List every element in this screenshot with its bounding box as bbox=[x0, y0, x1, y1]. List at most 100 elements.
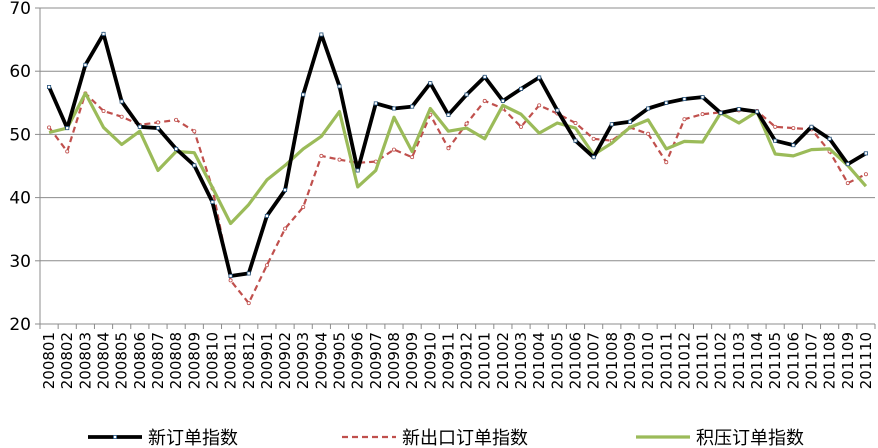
data-point bbox=[446, 146, 451, 151]
data-point bbox=[373, 101, 378, 106]
data-point bbox=[192, 163, 197, 168]
data-point bbox=[192, 129, 197, 134]
data-point bbox=[246, 271, 251, 276]
data-point bbox=[827, 136, 832, 141]
x-tick-label: 200906 bbox=[349, 332, 367, 389]
data-point bbox=[773, 124, 778, 129]
x-tick-label: 200808 bbox=[167, 332, 185, 389]
data-point bbox=[791, 126, 796, 131]
x-tick-label: 200901 bbox=[258, 332, 276, 389]
x-tick-label: 200903 bbox=[294, 332, 312, 389]
data-point bbox=[519, 86, 524, 91]
x-tick-label: 200811 bbox=[222, 332, 240, 389]
legend: 新订单指数 新出口订单指数 积压订单指数 bbox=[88, 428, 804, 448]
y-tick-label: 60 bbox=[9, 62, 31, 82]
data-point bbox=[845, 162, 850, 167]
x-tick-label: 200908 bbox=[385, 332, 403, 389]
data-point bbox=[428, 81, 433, 86]
data-point bbox=[119, 114, 124, 119]
data-point bbox=[47, 85, 52, 90]
data-point bbox=[319, 153, 324, 158]
data-point bbox=[155, 120, 160, 125]
data-point bbox=[391, 106, 396, 111]
data-point bbox=[301, 205, 306, 210]
x-tick-label: 200907 bbox=[367, 332, 385, 389]
x-tick-label: 201001 bbox=[476, 332, 494, 389]
x-tick-label: 201108 bbox=[821, 332, 839, 389]
x-tick-label: 201010 bbox=[639, 332, 657, 389]
x-tick-label: 201012 bbox=[675, 332, 693, 389]
x-tick-label: 201102 bbox=[712, 332, 730, 389]
data-point bbox=[228, 278, 233, 283]
data-point bbox=[809, 124, 814, 129]
data-point bbox=[845, 181, 850, 186]
data-point bbox=[155, 126, 160, 131]
x-tick-label: 200809 bbox=[185, 332, 203, 389]
data-point bbox=[174, 146, 179, 151]
x-tick-label: 201007 bbox=[585, 332, 603, 389]
data-point bbox=[519, 124, 524, 129]
data-point bbox=[337, 157, 342, 162]
data-point bbox=[137, 124, 142, 129]
data-point bbox=[591, 155, 596, 160]
y-tick-label: 50 bbox=[9, 125, 31, 145]
series-line-1 bbox=[48, 92, 867, 305]
data-point bbox=[464, 121, 469, 126]
y-tick-label: 40 bbox=[9, 189, 31, 209]
series-line-2 bbox=[48, 91, 868, 226]
data-point bbox=[718, 110, 723, 115]
data-point bbox=[283, 226, 288, 231]
data-point bbox=[65, 149, 70, 154]
x-tick-label: 201106 bbox=[784, 332, 802, 389]
data-point bbox=[646, 106, 651, 111]
data-point bbox=[646, 131, 651, 136]
data-point bbox=[283, 188, 288, 193]
legend-marker bbox=[113, 434, 118, 439]
gridlines bbox=[40, 7, 875, 325]
series-lines bbox=[47, 31, 868, 306]
x-tick-label: 201002 bbox=[494, 332, 512, 389]
x-tick-label: 200909 bbox=[403, 332, 421, 389]
data-point bbox=[627, 119, 632, 124]
data-point bbox=[264, 263, 269, 268]
data-point bbox=[174, 117, 179, 122]
x-tick-label: 201008 bbox=[603, 332, 621, 389]
x-tick-label: 201105 bbox=[766, 332, 784, 389]
legend-label-2: 积压订单指数 bbox=[696, 428, 804, 448]
x-tick-label: 200904 bbox=[312, 332, 330, 389]
data-point bbox=[700, 112, 705, 117]
data-point bbox=[664, 100, 669, 105]
data-point bbox=[319, 32, 324, 37]
x-tick-label: 200801 bbox=[40, 332, 58, 389]
x-tick-label: 201006 bbox=[566, 332, 584, 389]
x-tick-label: 200905 bbox=[331, 332, 349, 389]
data-point bbox=[210, 200, 215, 205]
y-tick-labels: 20 30 40 50 60 70 bbox=[9, 0, 31, 335]
x-tick-label: 201003 bbox=[512, 332, 530, 389]
data-point bbox=[119, 99, 124, 104]
data-point bbox=[355, 168, 360, 173]
data-point bbox=[609, 122, 614, 127]
data-point bbox=[228, 273, 233, 278]
y-tick-label: 70 bbox=[9, 0, 31, 19]
x-tick-label: 200803 bbox=[76, 332, 94, 389]
data-point bbox=[101, 31, 106, 36]
data-point bbox=[410, 155, 415, 160]
data-point bbox=[482, 98, 487, 103]
x-tick-label: 200810 bbox=[203, 332, 221, 389]
x-tick-label: 201101 bbox=[694, 332, 712, 389]
data-point bbox=[446, 112, 451, 117]
x-tick-label: 200807 bbox=[149, 332, 167, 389]
x-tick-label: 200812 bbox=[240, 332, 258, 389]
x-tick-label: 201107 bbox=[802, 332, 820, 389]
data-point bbox=[573, 138, 578, 143]
data-point bbox=[755, 109, 760, 114]
x-tick-label: 201104 bbox=[748, 332, 766, 389]
x-tick-labels: 200801 200802 200803 200804 200805 200806 2008… bbox=[40, 332, 875, 389]
data-point bbox=[791, 143, 796, 148]
x-tick-label: 201103 bbox=[730, 332, 748, 389]
x-tick-label: 201109 bbox=[839, 332, 857, 389]
legend-label-0: 新订单指数 bbox=[148, 428, 238, 448]
data-point bbox=[555, 108, 560, 113]
